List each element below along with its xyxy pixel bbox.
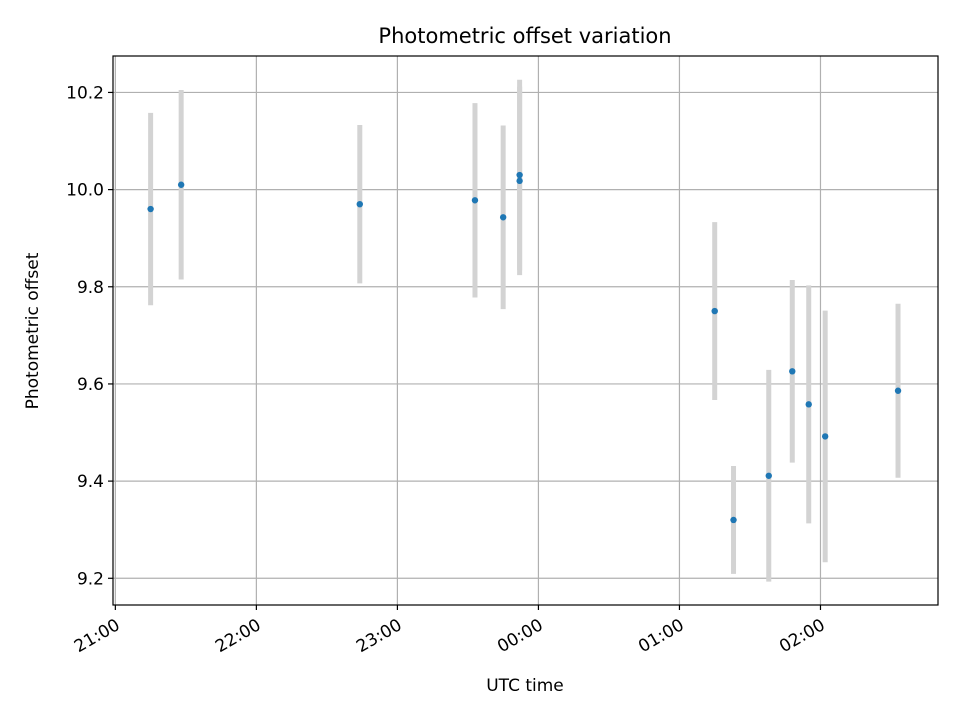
data-point	[821, 433, 829, 440]
plot-frame	[112, 55, 939, 606]
data-point	[765, 472, 772, 479]
data-points	[147, 171, 902, 524]
data-point	[356, 200, 363, 208]
data-point	[805, 401, 812, 408]
data-point	[730, 516, 737, 524]
y-tick-label: 9.2	[77, 569, 104, 589]
data-point	[789, 368, 796, 375]
data-point	[894, 387, 902, 394]
grid	[113, 56, 938, 605]
data-point	[499, 214, 507, 221]
data-point	[471, 197, 479, 204]
y-tick-label: 10.2	[66, 83, 104, 103]
data-point	[516, 177, 523, 185]
y-tick-label: 9.6	[77, 375, 104, 395]
data-point	[177, 181, 185, 188]
x-axis-label: UTC time	[486, 676, 564, 696]
y-tick-label: 10.0	[66, 181, 104, 201]
data-point	[516, 171, 523, 179]
data-point	[147, 205, 154, 213]
y-tick-label: 9.4	[77, 472, 104, 492]
y-tick-label: 9.8	[77, 278, 104, 298]
data-point	[711, 307, 718, 315]
chart-title: Photometric offset variation	[378, 24, 671, 48]
y-axis-label: Photometric offset	[23, 252, 43, 409]
